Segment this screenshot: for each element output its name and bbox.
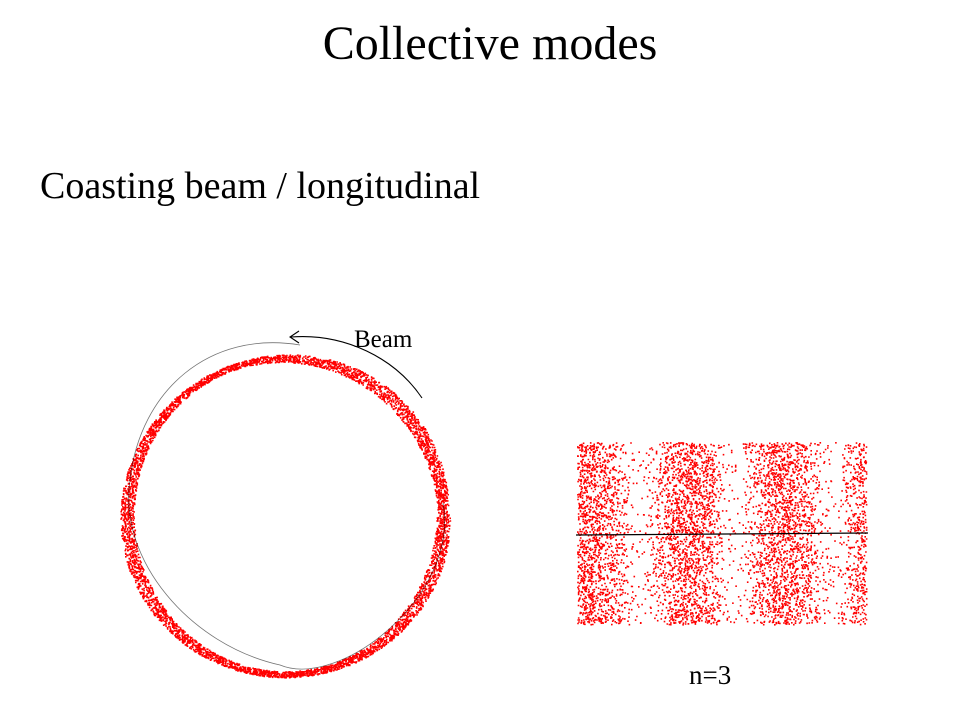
mode-axis-line bbox=[575, 532, 869, 536]
modulated-particle-cloud bbox=[577, 442, 868, 626]
beam-direction-arrowhead bbox=[289, 330, 300, 344]
density-modulation-particles bbox=[577, 442, 868, 626]
ring-particle-cloud bbox=[120, 354, 452, 679]
beam-ring-particles bbox=[120, 354, 452, 679]
slide-subtitle: Coasting beam / longitudinal bbox=[40, 165, 481, 207]
mode-number-label: n=3 bbox=[689, 660, 732, 690]
ring-reference-orbit bbox=[128, 342, 445, 670]
slide-title: Collective modes bbox=[322, 17, 658, 70]
beam-label: Beam bbox=[354, 326, 413, 353]
beam-direction-arrow bbox=[290, 336, 423, 399]
